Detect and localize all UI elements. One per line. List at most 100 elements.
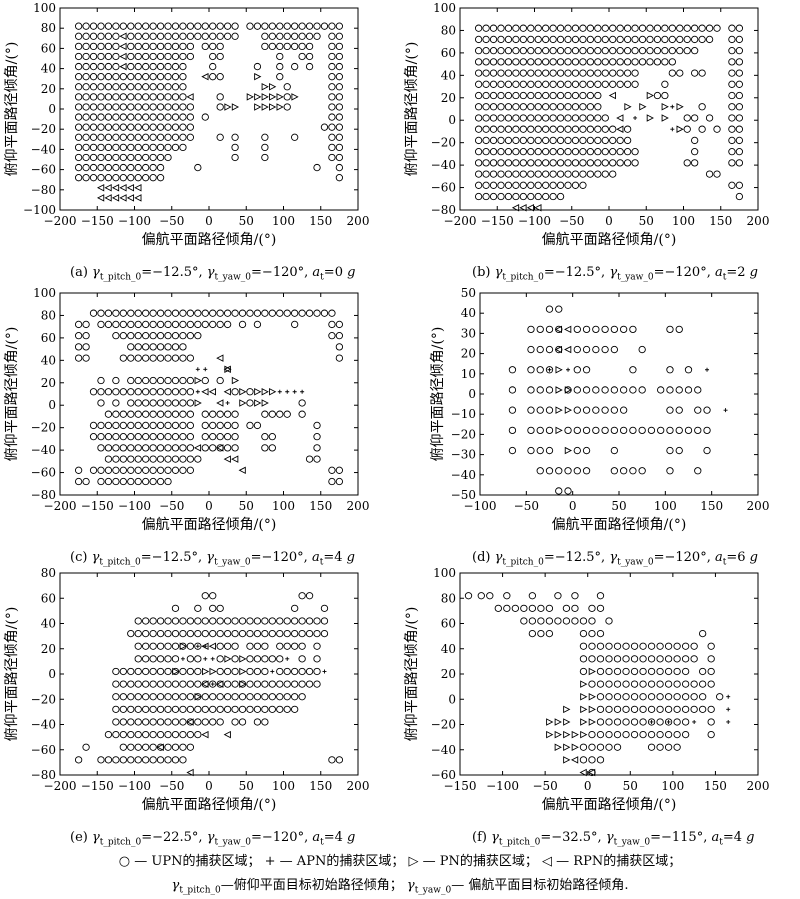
marker-pn-tri-right bbox=[231, 103, 240, 111]
marker-upn-circle bbox=[119, 421, 127, 430]
marker-upn-circle bbox=[186, 388, 195, 396]
marker-upn-circle bbox=[542, 80, 550, 88]
marker-upn-circle bbox=[127, 73, 135, 81]
marker-upn-circle bbox=[171, 642, 180, 650]
marker-upn-circle bbox=[616, 136, 624, 145]
marker-upn-circle bbox=[194, 331, 202, 340]
marker-upn-circle bbox=[142, 629, 150, 638]
marker-upn-circle bbox=[142, 410, 150, 418]
marker-upn-circle bbox=[179, 466, 187, 474]
caption-part: γ bbox=[206, 265, 215, 280]
chart-svg-c: −200 −150 −100 −50 0 50 100 150 200−80−60−40−200… bbox=[4, 286, 369, 533]
marker-upn-circle bbox=[164, 343, 172, 351]
marker-upn-circle bbox=[728, 35, 736, 44]
marker-upn-circle bbox=[328, 32, 336, 40]
marker-apn-plus bbox=[277, 389, 282, 394]
marker-upn-circle bbox=[112, 83, 120, 91]
marker-upn-circle bbox=[246, 421, 254, 430]
caption-part: (d) bbox=[472, 550, 495, 565]
marker-upn-circle bbox=[504, 125, 513, 133]
chart-svg-b: −200 −150 −100 −50 0 50 100 150 200−80−60−40−200… bbox=[404, 1, 769, 248]
marker-upn-circle bbox=[231, 421, 239, 430]
marker-upn-circle bbox=[610, 406, 619, 414]
marker-upn-circle bbox=[335, 354, 344, 362]
marker-upn-circle bbox=[656, 693, 664, 701]
marker-upn-circle bbox=[691, 136, 699, 145]
marker-upn-circle bbox=[328, 133, 336, 141]
x-tick-label: 50 bbox=[639, 214, 654, 228]
marker-upn-circle bbox=[504, 147, 513, 156]
marker-rpn-tri-left bbox=[201, 388, 209, 396]
marker-upn-circle bbox=[283, 22, 291, 30]
marker-upn-circle bbox=[253, 62, 262, 71]
marker-upn-circle bbox=[646, 46, 654, 55]
marker-upn-circle bbox=[253, 642, 262, 650]
marker-upn-circle bbox=[127, 466, 135, 474]
marker-upn-circle bbox=[630, 667, 639, 676]
marker-upn-circle bbox=[127, 388, 135, 396]
marker-upn-circle bbox=[534, 192, 542, 201]
marker-upn-circle bbox=[112, 388, 120, 396]
marker-upn-circle bbox=[537, 604, 545, 612]
marker-upn-circle bbox=[142, 455, 150, 463]
marker-upn-circle bbox=[216, 718, 224, 726]
marker-upn-circle bbox=[571, 91, 580, 100]
y-tick-label: −80 bbox=[431, 203, 456, 217]
marker-upn-circle bbox=[127, 680, 135, 688]
marker-upn-circle bbox=[504, 24, 513, 32]
y-tick-label: 40 bbox=[441, 68, 456, 82]
marker-upn-circle bbox=[601, 325, 609, 334]
marker-upn-circle bbox=[164, 730, 172, 739]
caption-part: t bbox=[722, 272, 727, 283]
marker-upn-circle bbox=[594, 58, 602, 66]
marker-upn-circle bbox=[179, 42, 187, 51]
marker-upn-circle bbox=[527, 446, 535, 455]
marker-upn-circle bbox=[664, 667, 673, 676]
marker-upn-circle bbox=[112, 52, 120, 61]
marker-upn-circle bbox=[623, 159, 632, 167]
marker-upn-circle bbox=[201, 718, 209, 726]
marker-upn-circle bbox=[673, 730, 681, 739]
marker-upn-circle bbox=[549, 159, 557, 167]
marker-upn-circle bbox=[134, 343, 142, 351]
marker-upn-circle bbox=[201, 32, 209, 40]
marker-upn-circle bbox=[119, 680, 127, 688]
marker-upn-circle bbox=[703, 406, 711, 414]
marker-upn-circle bbox=[647, 743, 656, 751]
marker-upn-circle bbox=[112, 133, 120, 141]
marker-upn-circle bbox=[74, 32, 83, 40]
marker-upn-circle bbox=[554, 592, 562, 600]
chart-panel-b: −200 −150 −100 −50 0 50 100 150 200 −80 −60 −40 −20 0… bbox=[400, 0, 800, 290]
marker-pn-tri-right bbox=[224, 103, 232, 111]
marker-upn-circle bbox=[305, 42, 314, 51]
marker-upn-circle bbox=[609, 170, 617, 178]
marker-upn-circle bbox=[571, 592, 579, 600]
marker-upn-circle bbox=[74, 466, 83, 474]
marker-upn-circle bbox=[609, 24, 617, 32]
marker-rpn-tri-left bbox=[96, 184, 105, 192]
marker-upn-circle bbox=[104, 388, 113, 396]
marker-upn-circle bbox=[82, 93, 90, 101]
marker-upn-circle bbox=[728, 159, 736, 167]
marker-upn-circle bbox=[555, 467, 563, 475]
marker-upn-circle bbox=[112, 680, 120, 688]
marker-upn-circle bbox=[619, 386, 628, 394]
marker-upn-circle bbox=[691, 35, 699, 44]
marker-upn-circle bbox=[253, 309, 262, 317]
marker-upn-circle bbox=[592, 426, 600, 435]
marker-upn-circle bbox=[482, 103, 490, 111]
marker-upn-circle bbox=[610, 325, 619, 334]
marker-upn-circle bbox=[519, 159, 527, 167]
marker-apn-plus bbox=[203, 367, 208, 372]
marker-upn-circle bbox=[291, 667, 299, 676]
marker-upn-circle bbox=[556, 192, 565, 201]
marker-upn-circle bbox=[298, 399, 306, 407]
marker-upn-circle bbox=[142, 477, 150, 486]
caption-part: γ bbox=[491, 830, 499, 845]
marker-upn-circle bbox=[675, 406, 683, 414]
plot-frame bbox=[59, 7, 359, 211]
marker-upn-circle bbox=[564, 159, 572, 167]
marker-upn-circle bbox=[545, 305, 554, 313]
marker-upn-circle bbox=[666, 467, 674, 475]
marker-upn-circle bbox=[104, 730, 113, 739]
